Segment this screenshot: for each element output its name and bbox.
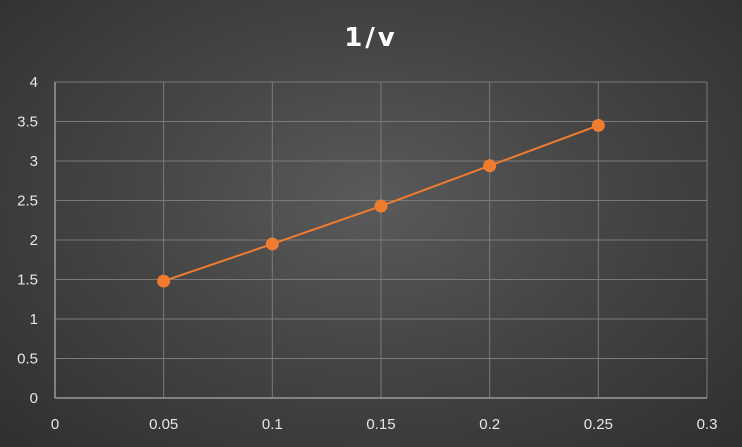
x-tick-label: 0.15: [366, 416, 395, 433]
axes: [54, 82, 707, 399]
grid-lines: [55, 81, 708, 398]
y-tick-label: 4: [30, 74, 38, 91]
data-point: [591, 118, 605, 132]
y-tick-label: 0.5: [17, 351, 38, 368]
x-tick-label: 0.2: [479, 416, 500, 433]
y-tick-label: 1: [30, 311, 38, 328]
tick-labels: 0 0.5 1 1.5 2 2.5 3 3.5 4 0 0.05 0.1 0.15 0.2 0.25 0.3: [17, 74, 717, 433]
series-layer: [157, 118, 605, 288]
y-tick-label: 3: [30, 153, 38, 170]
data-point: [157, 274, 171, 288]
x-tick-label: 0.3: [697, 416, 718, 433]
data-point: [265, 237, 279, 251]
y-tick-label: 0: [30, 390, 38, 407]
data-point: [483, 159, 497, 173]
data-point: [374, 199, 388, 213]
x-tick-label: 0: [51, 416, 59, 433]
x-tick-label: 0.1: [262, 416, 283, 433]
x-tick-label: 0.25: [584, 416, 613, 433]
y-tick-label: 1.5: [17, 272, 38, 289]
chart-title: 1/v: [344, 23, 398, 53]
y-tick-label: 3.5: [17, 114, 38, 131]
y-tick-label: 2: [30, 232, 38, 249]
y-tick-label: 2.5: [17, 193, 38, 210]
x-tick-label: 0.05: [149, 416, 178, 433]
